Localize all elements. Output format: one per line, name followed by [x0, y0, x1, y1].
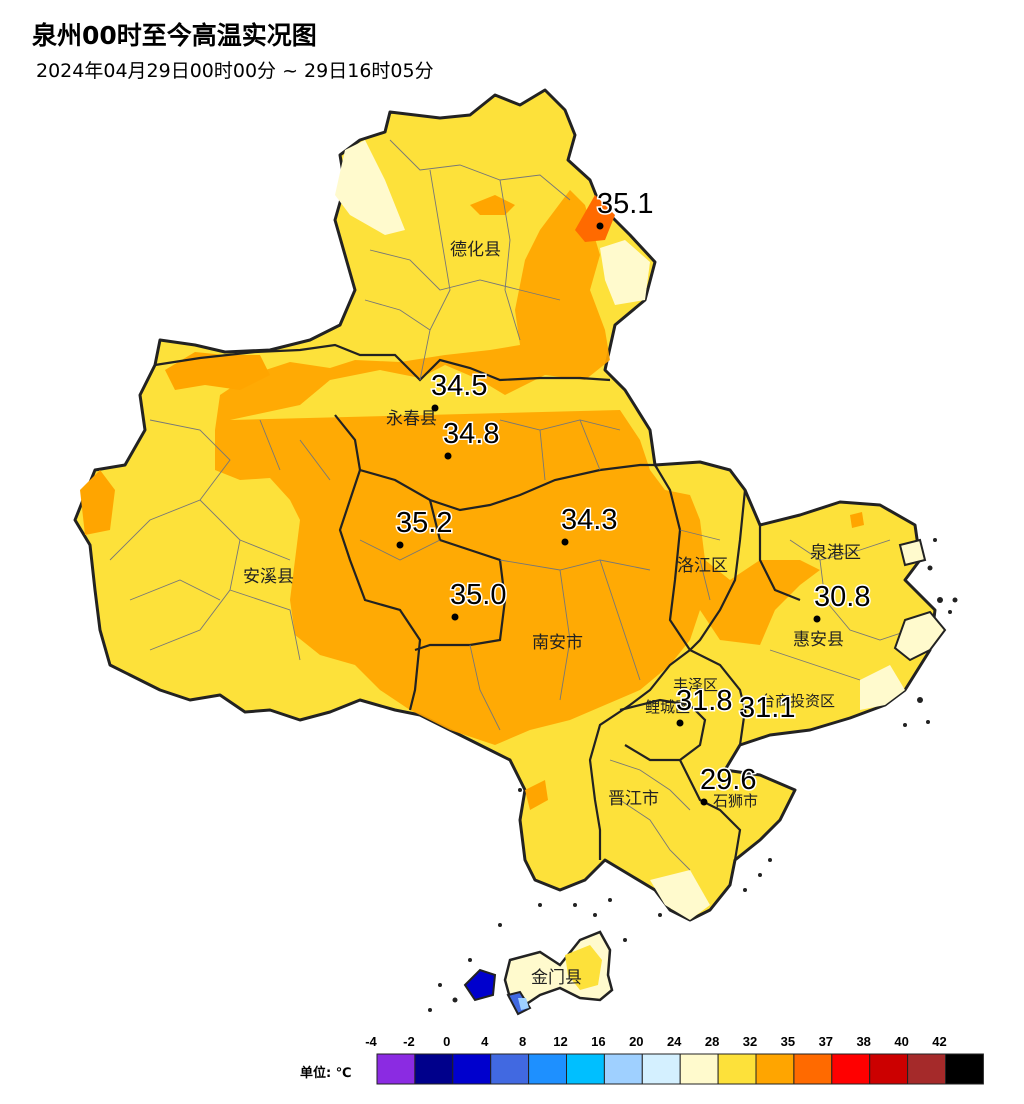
region-label: 安溪县 — [243, 567, 294, 587]
region-label: 晋江市 — [608, 789, 659, 809]
legend-tick-label: 4 — [481, 1034, 489, 1049]
color-legend: -4 -2 0 4 8 12 16 20 24 28 32 35 37 38 40 42 — [365, 1034, 984, 1085]
station-dot — [596, 222, 604, 230]
region-label: 永春县 — [386, 409, 437, 429]
legend-swatch — [376, 1053, 416, 1085]
region-label: 洛江区 — [677, 556, 728, 576]
legend-swatch — [793, 1053, 833, 1085]
station-dot — [444, 452, 452, 460]
legend-tick-label: 42 — [932, 1034, 946, 1049]
legend-tick-label: 35 — [781, 1034, 795, 1049]
region-label: 石狮市 — [713, 792, 758, 810]
legend-tick-label: 12 — [553, 1034, 567, 1049]
station-value: 34.5 — [431, 370, 487, 402]
legend-tick-label: 8 — [519, 1034, 526, 1049]
legend-tick-label: 20 — [629, 1034, 643, 1049]
legend-tick-label: 40 — [894, 1034, 908, 1049]
legend-swatch — [907, 1053, 946, 1085]
station-dot — [739, 708, 747, 716]
legend-tick-label: 32 — [743, 1034, 757, 1049]
legend-swatch — [641, 1053, 681, 1085]
legend-swatch — [566, 1053, 605, 1085]
station-value: 35.1 — [597, 188, 653, 220]
station-value: 29.6 — [700, 764, 756, 796]
station-dot — [813, 615, 821, 623]
legend-swatch — [490, 1053, 530, 1085]
legend-tick-label: -4 — [365, 1034, 377, 1049]
legend-unit-label: 单位: ℃ — [300, 1066, 352, 1081]
orange-zone-central — [215, 190, 820, 745]
legend-swatch — [945, 1053, 984, 1085]
region-label: 惠安县 — [793, 630, 844, 650]
legend-tick-label: 37 — [819, 1034, 833, 1049]
legend-tick-label: 16 — [591, 1034, 605, 1049]
legend-swatch — [831, 1053, 871, 1085]
station-value: 31.1 — [739, 692, 795, 724]
region-label: 南安市 — [532, 633, 583, 653]
station-value: 35.0 — [450, 579, 506, 611]
region-label: 泉港区 — [810, 543, 861, 563]
region-label: 台商投资区 — [760, 692, 835, 710]
station-dot — [396, 541, 404, 549]
legend-swatch — [414, 1053, 454, 1085]
legend-swatch — [869, 1053, 909, 1085]
legend-swatch — [679, 1053, 719, 1085]
region-label: 德化县 — [450, 240, 501, 260]
station-dot — [676, 719, 684, 727]
region-label: 鲤城区 — [645, 698, 690, 716]
legend-swatch — [603, 1053, 643, 1085]
station-dot — [561, 538, 569, 546]
region-label: 金门县 — [531, 968, 582, 988]
legend-swatch — [755, 1053, 795, 1085]
legend-tick-label: -2 — [403, 1034, 415, 1049]
station-value: 34.3 — [561, 504, 617, 536]
legend-swatch — [528, 1053, 567, 1085]
legend-tick-label: 28 — [705, 1034, 719, 1049]
legend-tick-label: 38 — [856, 1034, 870, 1049]
station-dot — [700, 798, 708, 806]
page-subtitle: 2024年04月29日00时00分 ~ 29日16时05分 — [36, 60, 434, 82]
region-label: 丰泽区 — [673, 676, 718, 694]
station-value: 35.2 — [396, 507, 452, 539]
legend-tick-label: 24 — [667, 1034, 682, 1049]
station-value: 31.8 — [676, 685, 732, 717]
legend-swatch — [452, 1053, 492, 1085]
station-dot — [431, 404, 439, 412]
station-dot — [451, 613, 459, 621]
station-value: 30.8 — [814, 581, 870, 613]
page-title: 泉州00时至今高温实况图 — [32, 21, 317, 50]
legend-swatch — [717, 1053, 757, 1085]
station-value: 34.8 — [443, 418, 499, 450]
legend-tick-label: 0 — [443, 1034, 450, 1049]
